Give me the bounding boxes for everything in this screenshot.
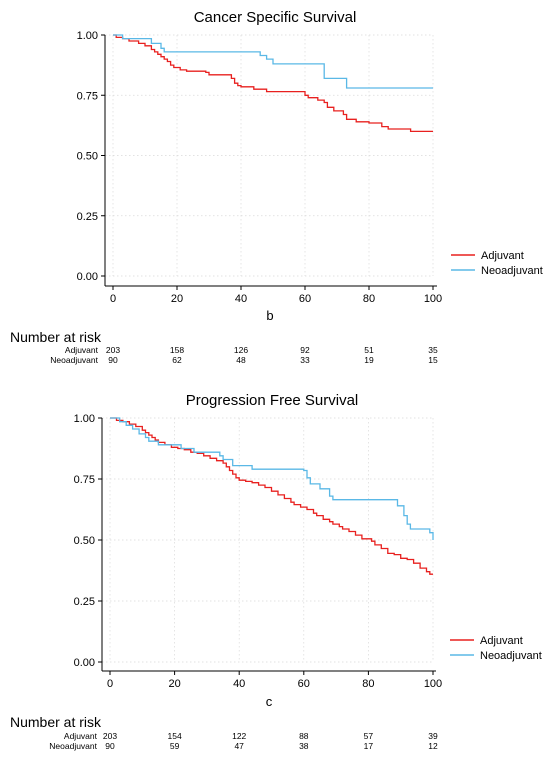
y-axis-ticks: 0.00 0.25 0.50 0.75 1.00 [74,413,102,669]
x-tick-label: 20 [171,293,183,305]
survival-curves [113,34,433,133]
risk-value: 35 [428,345,438,355]
y-tick-label: 0.75 [77,90,98,102]
legend-label-adjuvant: Adjuvant [480,635,523,647]
risk-values: 203 154 122 88 57 39 90 59 47 38 17 12 [103,731,438,751]
risk-table: Number at risk Adjuvant Neoadjuvant 203 1… [10,714,438,751]
x-tick-label: 60 [298,678,310,690]
risk-value: 90 [105,741,115,751]
x-tick-label: 80 [362,678,374,690]
y-tick-label: 0.25 [74,596,95,608]
x-tick-label: 80 [363,293,375,305]
chart-title: Cancer Specific Survival [194,9,357,26]
risk-value: 47 [234,741,244,751]
y-tick-label: 0.50 [74,535,95,547]
y-tick-label: 0.75 [74,474,95,486]
x-tick-label: 0 [110,293,116,305]
legend-label-adjuvant: Adjuvant [481,250,524,262]
risk-value: 38 [299,741,309,751]
legend-label-neoadjuvant: Neoadjuvant [481,265,543,277]
risk-row-label: Neoadjuvant [50,355,98,365]
chart-title: Progression Free Survival [186,392,359,409]
x-tick-label: 40 [233,678,245,690]
y-axis-ticks: 0.00 0.25 0.50 0.75 1.00 [77,30,105,283]
risk-value: 203 [106,345,120,355]
panel-label: c [266,694,273,709]
risk-value: 62 [172,355,182,365]
risk-value: 12 [428,741,438,751]
gridlines [102,417,434,663]
y-tick-label: 1.00 [77,30,98,42]
risk-value: 57 [364,731,374,741]
risk-table: Number at risk Adjuvant Neoadjuvant 203 1… [10,329,438,365]
y-tick-label: 0.50 [77,151,98,163]
gridlines [105,34,434,277]
risk-value: 51 [364,345,374,355]
y-tick-label: 0.25 [77,211,98,223]
legend: Adjuvant Neoadjuvant [450,635,542,662]
x-tick-label: 100 [424,293,442,305]
legend-label-neoadjuvant: Neoadjuvant [480,650,542,662]
risk-values: 203 158 126 92 51 35 90 62 48 33 19 15 [106,345,438,365]
x-axis-ticks: 0 20 40 60 80 100 [107,671,442,690]
risk-value: 19 [364,355,374,365]
risk-row-label: Adjuvant [65,345,99,355]
series-line-adjuvant [113,34,433,133]
risk-value: 59 [170,741,180,751]
x-tick-label: 60 [299,293,311,305]
risk-value: 15 [428,355,438,365]
risk-value: 33 [300,355,310,365]
risk-table-heading: Number at risk [10,714,102,730]
risk-value: 48 [236,355,246,365]
risk-value: 158 [170,345,184,355]
x-tick-label: 100 [424,678,442,690]
panel-label: b [266,308,273,323]
x-axis-ticks: 0 20 40 60 80 100 [110,286,442,305]
series-line-adjuvant [110,417,433,575]
survival-curves [110,417,434,575]
chart-panel-1: Cancer Specific Survival 0.00 0.25 0.50 0.7… [10,9,543,365]
risk-value: 126 [234,345,248,355]
series-line-neoadjuvant [110,417,434,540]
risk-value: 90 [108,355,118,365]
series-line-neoadjuvant [113,34,433,89]
risk-value: 203 [103,731,117,741]
risk-value: 39 [428,731,438,741]
y-tick-label: 1.00 [74,413,95,425]
chart-panel-2: Progression Free Survival 0.000.250.500.… [10,392,542,751]
y-tick-label: 0.00 [74,657,95,669]
risk-row-label: Neoadjuvant [49,741,97,751]
legend: Adjuvant Neoadjuvant [451,250,543,277]
risk-value: 122 [232,731,246,741]
risk-value: 154 [168,731,182,741]
x-tick-label: 40 [235,293,247,305]
risk-value: 92 [300,345,310,355]
risk-row-label: Adjuvant [64,731,98,741]
risk-table-heading: Number at risk [10,329,102,345]
x-tick-label: 20 [168,678,180,690]
risk-value: 17 [364,741,374,751]
y-tick-label: 0.00 [77,271,98,283]
x-tick-label: 0 [107,678,113,690]
risk-value: 88 [299,731,309,741]
